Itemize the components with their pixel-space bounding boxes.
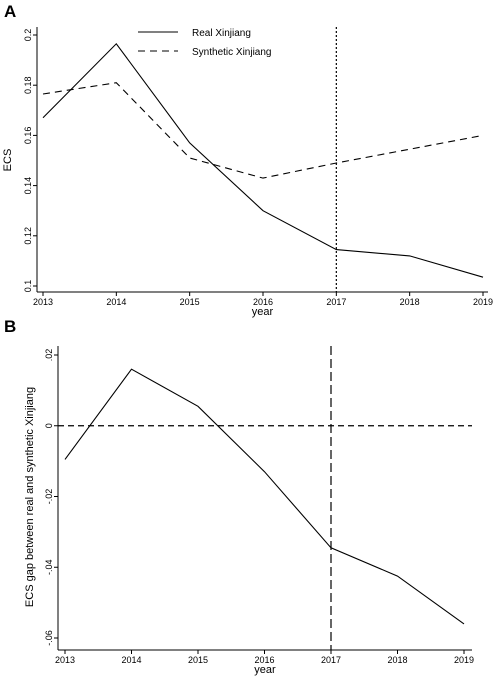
y-tick-label: 0.18 <box>23 76 33 94</box>
y-axis-title: ECS gap between real and synthetic Xinji… <box>24 387 36 607</box>
y-tick-label: 0 <box>44 423 54 428</box>
x-tick-label: 2017 <box>321 655 341 665</box>
x-tick-label: 2019 <box>454 655 474 665</box>
x-tick-label: 2016 <box>253 297 273 307</box>
y-tick-label: .02 <box>44 349 54 362</box>
series-line-synthetic <box>42 82 484 179</box>
y-tick-label: -.04 <box>44 559 54 575</box>
chart-panel-b: -.06 -.04 -.02 0 .02 2013 2014 2015 2016 2017 2018… <box>24 346 474 676</box>
x-axis-title: year <box>252 306 274 318</box>
x-tick-label: 2013 <box>55 655 75 665</box>
x-tick-label: 2013 <box>33 297 53 307</box>
y-tick-label: 0.14 <box>23 177 33 195</box>
y-axis-title: ECS <box>2 149 14 172</box>
x-tick-label: 2015 <box>188 655 208 665</box>
x-tick-label: 2016 <box>254 655 274 665</box>
x-tick-label: 2017 <box>326 297 346 307</box>
y-tick-label: 0.16 <box>23 127 33 145</box>
y-tick-label: -.06 <box>44 630 54 646</box>
y-tick-label: -.02 <box>44 489 54 505</box>
x-tick-label: 2014 <box>121 655 141 665</box>
panel-letter-a: A <box>4 2 16 21</box>
x-tick-label: 2019 <box>473 297 493 307</box>
x-axis-title: year <box>254 664 276 676</box>
x-tick-label: 2018 <box>400 297 420 307</box>
y-tick-label: 0.1 <box>23 280 33 293</box>
x-tick-label: 2014 <box>106 297 126 307</box>
y-tick-label: 0.2 <box>23 29 33 42</box>
y-tick-label: 0.12 <box>23 227 33 245</box>
chart-panel-a: 0.1 0.12 0.14 0.16 0.18 0.2 2013 2014 2015 2016 20… <box>2 27 493 318</box>
legend-label: Real Xinjiang <box>192 28 251 39</box>
legend-label: Synthetic Xinjiang <box>192 47 272 58</box>
panel-letter-b: B <box>4 317 16 336</box>
series-line-real <box>64 368 465 625</box>
x-tick-label: 2018 <box>387 655 407 665</box>
series-line-real <box>42 42 484 278</box>
x-tick-label: 2015 <box>180 297 200 307</box>
